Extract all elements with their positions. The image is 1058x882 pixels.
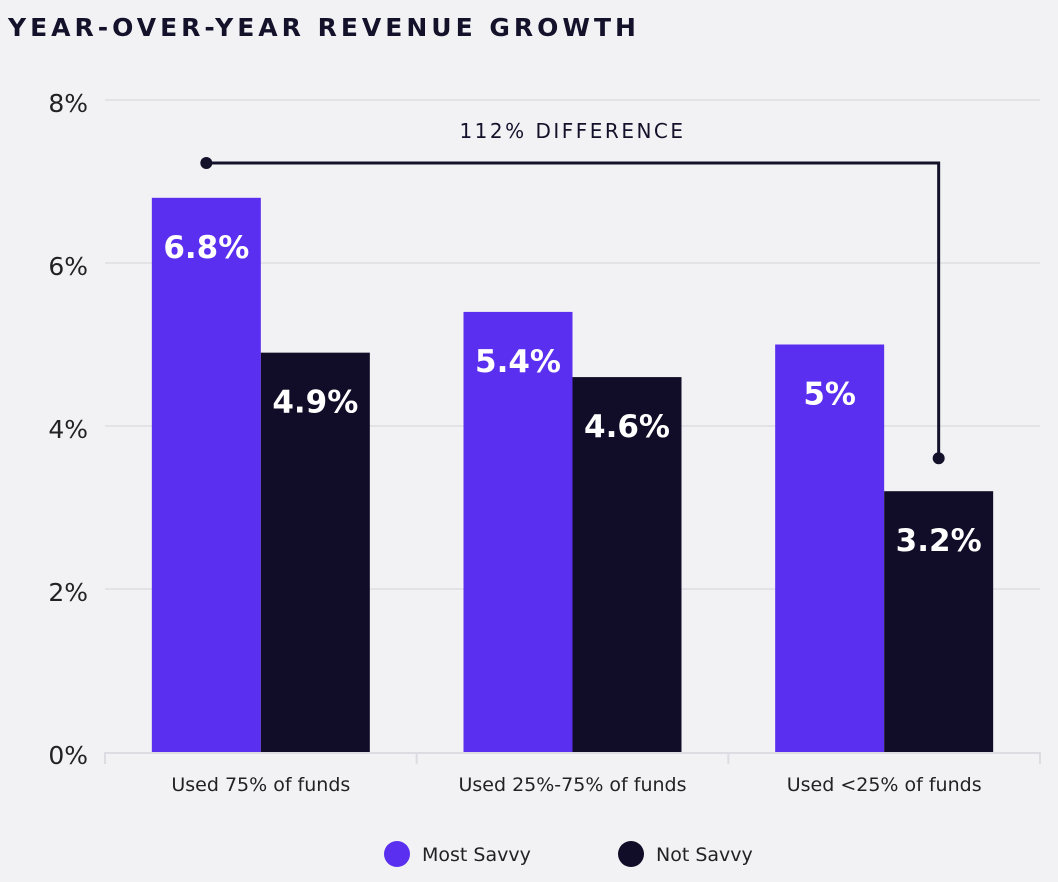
- x-tick-label: Used 75% of funds: [171, 774, 350, 796]
- legend-swatch: [384, 841, 410, 867]
- bar-most-savvy: [775, 344, 885, 752]
- y-tick-label: 2%: [48, 578, 88, 607]
- bar-not-savvy: [572, 377, 682, 752]
- bar-most-savvy: [463, 311, 573, 752]
- bar-most-savvy: [151, 197, 261, 753]
- y-tick-label: 6%: [48, 252, 88, 281]
- data-label: 5.4%: [475, 344, 561, 380]
- y-tick-label: 8%: [48, 89, 88, 118]
- difference-bracket: [206, 161, 941, 459]
- x-tick-label: Used <25% of funds: [787, 774, 982, 796]
- y-tick-label: 0%: [48, 741, 88, 770]
- data-label: 4.9%: [272, 385, 358, 421]
- legend-label: Most Savvy: [422, 844, 531, 866]
- bar-not-savvy: [260, 352, 370, 752]
- bracket-start-dot: [200, 157, 213, 169]
- bar-not-savvy: [884, 491, 994, 752]
- legend-swatch: [618, 841, 644, 867]
- chart-title: YEAR-OVER-YEAR REVENUE GROWTH: [7, 13, 640, 42]
- bracket-end-dot: [932, 452, 945, 465]
- data-label: 5%: [803, 377, 856, 413]
- y-tick-label: 4%: [48, 415, 88, 444]
- legend-label: Not Savvy: [656, 844, 753, 866]
- data-label: 3.2%: [896, 523, 982, 559]
- data-label: 4.6%: [584, 409, 670, 445]
- data-label: 6.8%: [163, 230, 249, 266]
- difference-annotation: 112% DIFFERENCE: [459, 119, 685, 143]
- x-tick-label: Used 25%-75% of funds: [458, 774, 686, 796]
